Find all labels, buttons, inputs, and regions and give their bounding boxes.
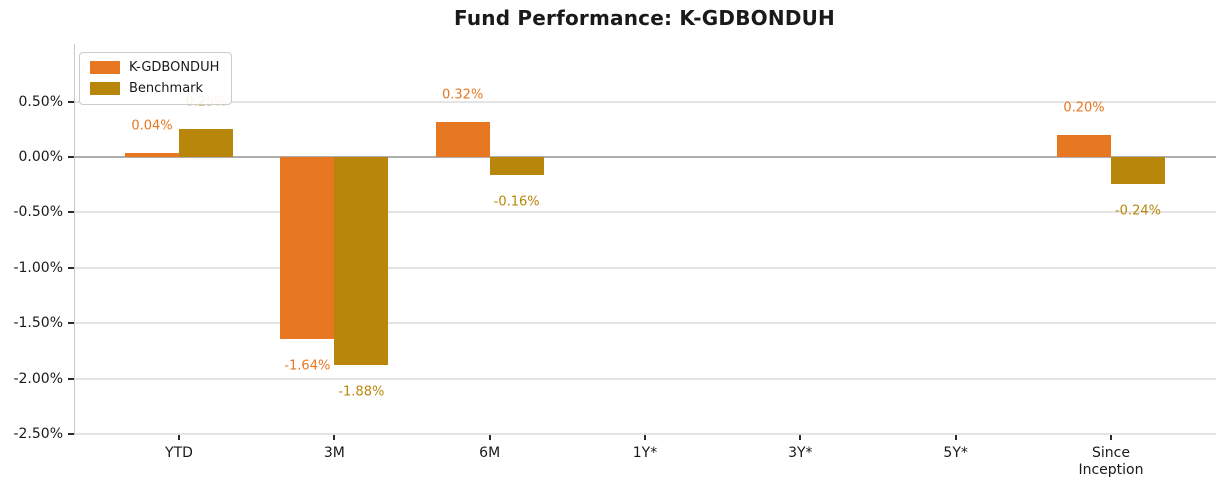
chart-title: Fund Performance: K-GDBONDUH [453, 6, 835, 30]
y-tick-label: 0.50% [18, 93, 63, 110]
y-gridline [75, 377, 1216, 380]
legend: K-GDBONDUH Benchmark [79, 52, 233, 105]
value-label: 0.32% [442, 87, 484, 103]
bar-k-gdbonduh [125, 152, 179, 157]
x-tick-mark [488, 435, 491, 440]
y-tick-mark [68, 322, 74, 325]
x-tick-label: Since Inception [1078, 445, 1144, 478]
y-tick-mark [68, 266, 74, 269]
bar-k-gdbonduh [280, 157, 335, 339]
y-tick-label: -2.00% [13, 370, 63, 387]
legend-swatch-benchmark [90, 82, 120, 95]
legend-label: Benchmark [129, 81, 204, 96]
x-tick-mark [799, 435, 802, 440]
y-tick-mark [68, 433, 74, 435]
y-tick-mark [68, 100, 74, 103]
bar-benchmark [1110, 157, 1165, 184]
bar-k-gdbonduh [1056, 134, 1111, 157]
value-label: 0.20% [1063, 100, 1105, 116]
value-label: 0.04% [131, 118, 173, 134]
y-tick-label: -2.50% [13, 426, 63, 442]
value-label: -1.64% [284, 358, 331, 374]
legend-row: K-GDBONDUH [90, 60, 219, 75]
x-tick-label: YTD [165, 445, 193, 461]
y-tick-label: -1.00% [13, 259, 63, 276]
y-gridline [75, 266, 1216, 269]
y-tick-label: -1.50% [13, 315, 63, 332]
y-tick-mark [68, 211, 74, 214]
bar-benchmark [334, 157, 389, 366]
x-tick-mark [178, 435, 180, 440]
bar-benchmark [179, 129, 233, 157]
value-label: -1.88% [338, 384, 385, 400]
x-tick-label: 5Y* [943, 445, 968, 461]
y-tick-label: 0.00% [18, 149, 63, 165]
x-tick-mark [643, 435, 646, 440]
value-label: -0.24% [1114, 203, 1161, 219]
x-tick-label: 6M [479, 445, 501, 461]
y-gridline [75, 433, 1216, 435]
y-gridline [75, 211, 1216, 214]
legend-label: K-GDBONDUH [129, 60, 220, 75]
x-tick-mark [1109, 435, 1112, 440]
x-tick-label: 1Y* [632, 445, 658, 461]
x-tick-mark [954, 435, 957, 440]
y-gridline [75, 322, 1216, 325]
plot-area: K-GDBONDUH Benchmark 0.50% 0.00% -0.50% -1.0… [13, 44, 1216, 478]
legend-row: Benchmark [90, 81, 219, 96]
y-tick-mark [68, 156, 74, 158]
legend-swatch-k-gdbonduh [90, 61, 120, 74]
zero-line [75, 156, 1216, 158]
x-tick-mark [333, 435, 336, 440]
y-tick-label: -0.50% [13, 204, 63, 221]
x-tick-label: 3M [323, 445, 345, 461]
value-label: -0.16% [493, 194, 540, 210]
y-gridline [75, 100, 1216, 103]
x-tick-label: 3Y* [788, 445, 813, 461]
bar-benchmark [489, 157, 544, 175]
bar-k-gdbonduh [435, 121, 490, 157]
y-tick-mark [68, 377, 74, 380]
